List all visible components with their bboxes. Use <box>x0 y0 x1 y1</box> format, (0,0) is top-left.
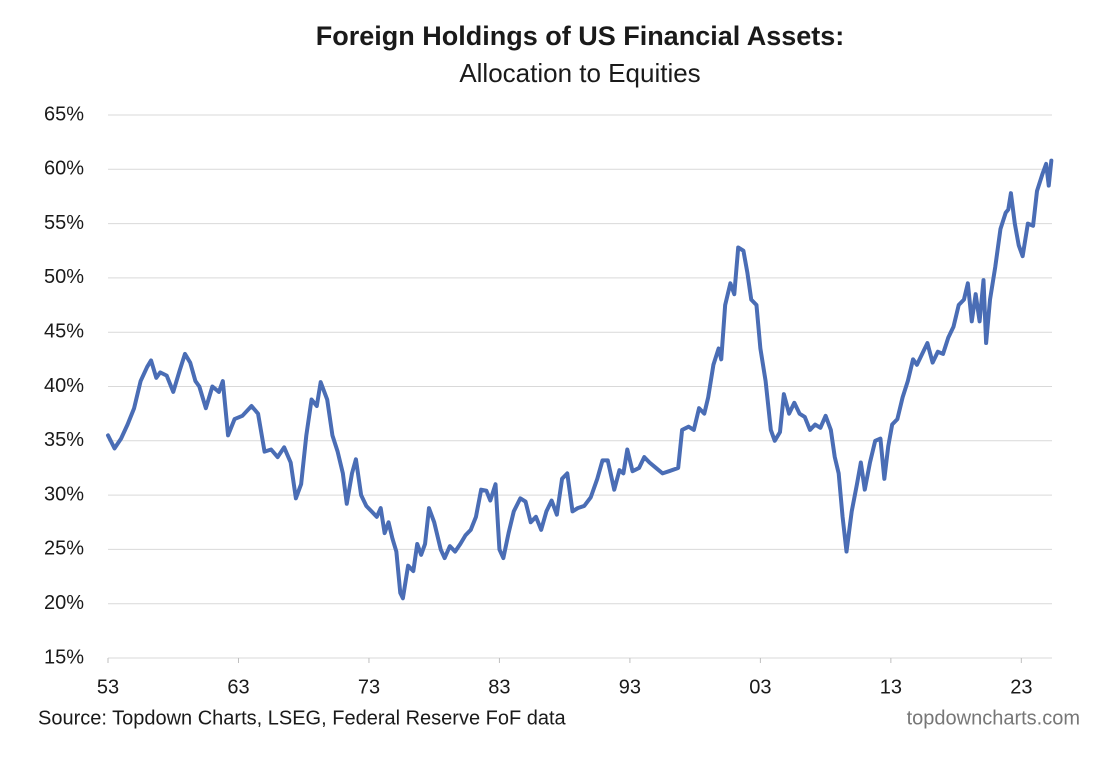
x-tick-label: 63 <box>227 676 249 698</box>
y-tick-label: 55% <box>44 212 84 234</box>
chart-title: Foreign Holdings of US Financial Assets: <box>316 21 845 51</box>
x-tick-label: 73 <box>358 676 380 698</box>
y-tick-label: 50% <box>44 266 84 288</box>
x-tick-label: 83 <box>488 676 510 698</box>
x-tick-label: 13 <box>880 676 902 698</box>
y-tick-label: 15% <box>44 646 84 668</box>
x-tick-label: 23 <box>1010 676 1032 698</box>
y-tick-label: 35% <box>44 429 84 451</box>
x-tick-label: 03 <box>749 676 771 698</box>
y-tick-label: 45% <box>44 320 84 342</box>
y-tick-label: 40% <box>44 375 84 397</box>
watermark: topdowncharts.com <box>907 707 1080 729</box>
data-line <box>106 158 1054 601</box>
y-tick-label: 25% <box>44 538 84 560</box>
x-tick-label: 93 <box>619 676 641 698</box>
source-note: Source: Topdown Charts, LSEG, Federal Re… <box>38 707 567 729</box>
y-tick-label: 30% <box>44 483 84 505</box>
y-tick-label: 20% <box>44 592 84 614</box>
x-tick-label: 53 <box>97 676 119 698</box>
y-tick-label: 65% <box>44 103 84 125</box>
chart-subtitle: Allocation to Equities <box>459 58 700 88</box>
y-tick-label: 60% <box>44 158 84 180</box>
